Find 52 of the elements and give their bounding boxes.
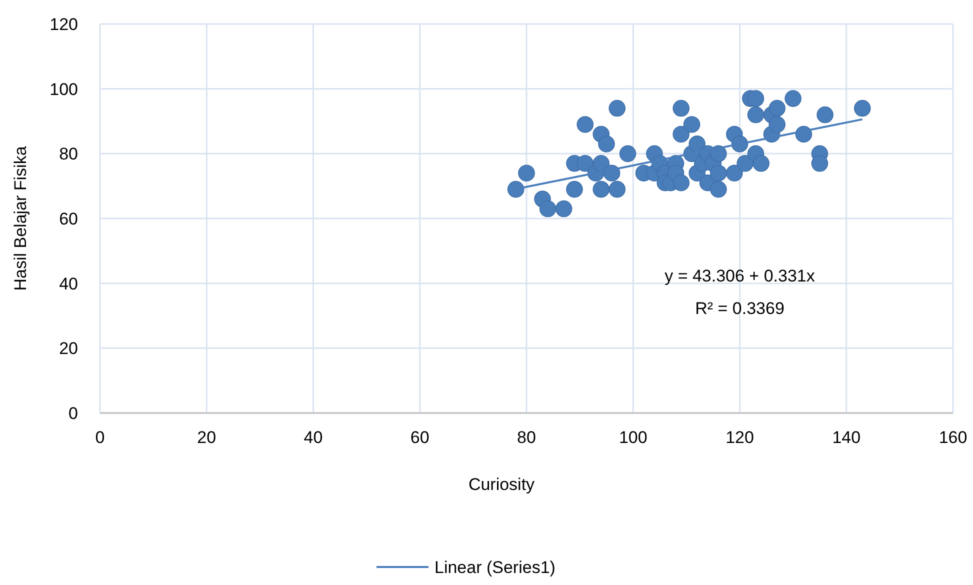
point [672,174,690,192]
point [539,200,556,218]
point [566,180,583,198]
annotation: R² = 0.3369 [695,299,784,318]
point [518,164,535,182]
y-tick-label: 40 [59,274,78,294]
point [672,126,690,143]
point [710,164,727,182]
y-tick-label: 80 [59,144,78,164]
y-tick-label: 120 [50,15,78,34]
point [736,154,754,172]
legend-label: Linear (Series1) [434,558,556,577]
y-tick-label: 60 [59,210,78,228]
point [619,145,636,162]
x-tick-label: 120 [726,428,754,447]
point [784,90,802,107]
x-tick-label: 0 [95,428,105,447]
point [726,164,743,182]
x-tick-label: 80 [517,428,536,447]
point [608,100,626,117]
x-tick-label: 40 [304,428,323,447]
point [752,154,770,172]
point [688,136,706,152]
x-tick-label: 20 [197,428,216,447]
point [811,154,828,172]
y-tick-label: 20 [59,339,78,358]
point [683,116,700,133]
point [592,180,610,198]
point [576,154,594,172]
point [608,180,626,198]
point [555,200,572,218]
point [598,136,615,152]
x-tick-label: 160 [938,428,968,447]
y-tick-label: 0 [68,404,78,423]
y-axis-title: Hasil Belajar Fisika [11,146,30,291]
x-tick-label: 100 [618,428,648,447]
y-tick-label: 100 [50,80,78,99]
x-tick-label: 60 [410,428,430,447]
point [768,100,786,117]
point [747,90,764,107]
annotation: y = 43.306 + 0.331x [664,266,816,286]
point [592,154,610,172]
x-axis-title: Curiosity [468,475,536,494]
point [854,100,871,117]
point [768,116,786,133]
point [710,180,727,198]
point [672,100,690,117]
point [816,106,834,124]
point [507,180,524,198]
point [576,116,594,133]
point [747,106,764,124]
x-tick-label: 140 [832,428,861,447]
